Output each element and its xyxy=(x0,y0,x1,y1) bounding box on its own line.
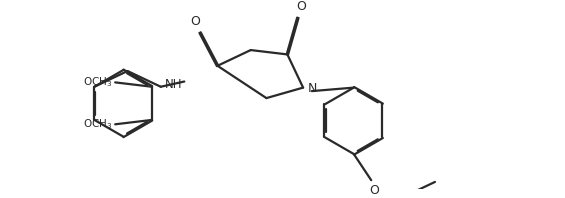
Text: N: N xyxy=(307,82,317,95)
Text: O: O xyxy=(190,15,200,28)
Text: NH: NH xyxy=(165,78,182,91)
Text: O: O xyxy=(369,184,379,197)
Text: OCH$_3$: OCH$_3$ xyxy=(83,117,112,131)
Text: O: O xyxy=(297,0,306,13)
Text: OCH$_3$: OCH$_3$ xyxy=(83,75,112,89)
